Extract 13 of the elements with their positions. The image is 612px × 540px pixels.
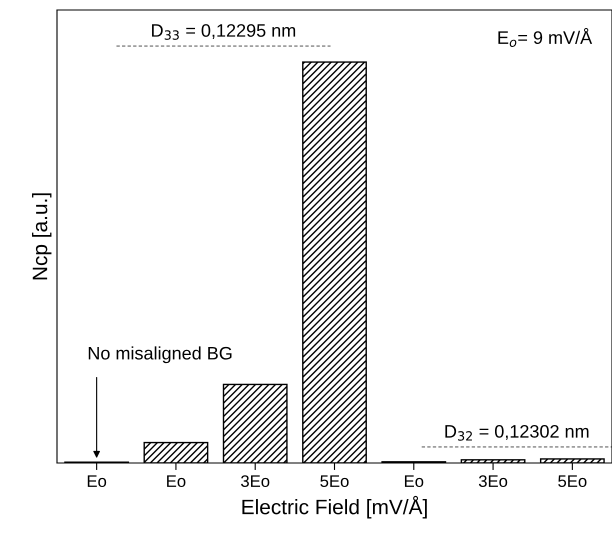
text: E$_{o}$= 9 mV/Å [498,28,592,47]
x-tick-label: Eo [88,475,106,488]
annotation: No misaligned BG [88,346,232,364]
y-axis-title: Ncp [a.u.] [32,193,52,280]
x-tick-label: 5Eo [558,475,586,488]
text: D$_{33}$ = 0,12295 nm [152,24,296,40]
x-tick-label: 3Eo [241,475,270,488]
x-axis-title: Electric Field [mV/Å] [242,496,427,518]
x-tick-label: 5Eo [320,475,349,488]
x-tick-label: 3Eo [478,475,508,488]
x-tick-label: Eo [404,475,424,488]
x-tick-label: Eo [167,475,186,488]
annotation: D$_{32}$ = 0,12302 nm [445,424,588,441]
